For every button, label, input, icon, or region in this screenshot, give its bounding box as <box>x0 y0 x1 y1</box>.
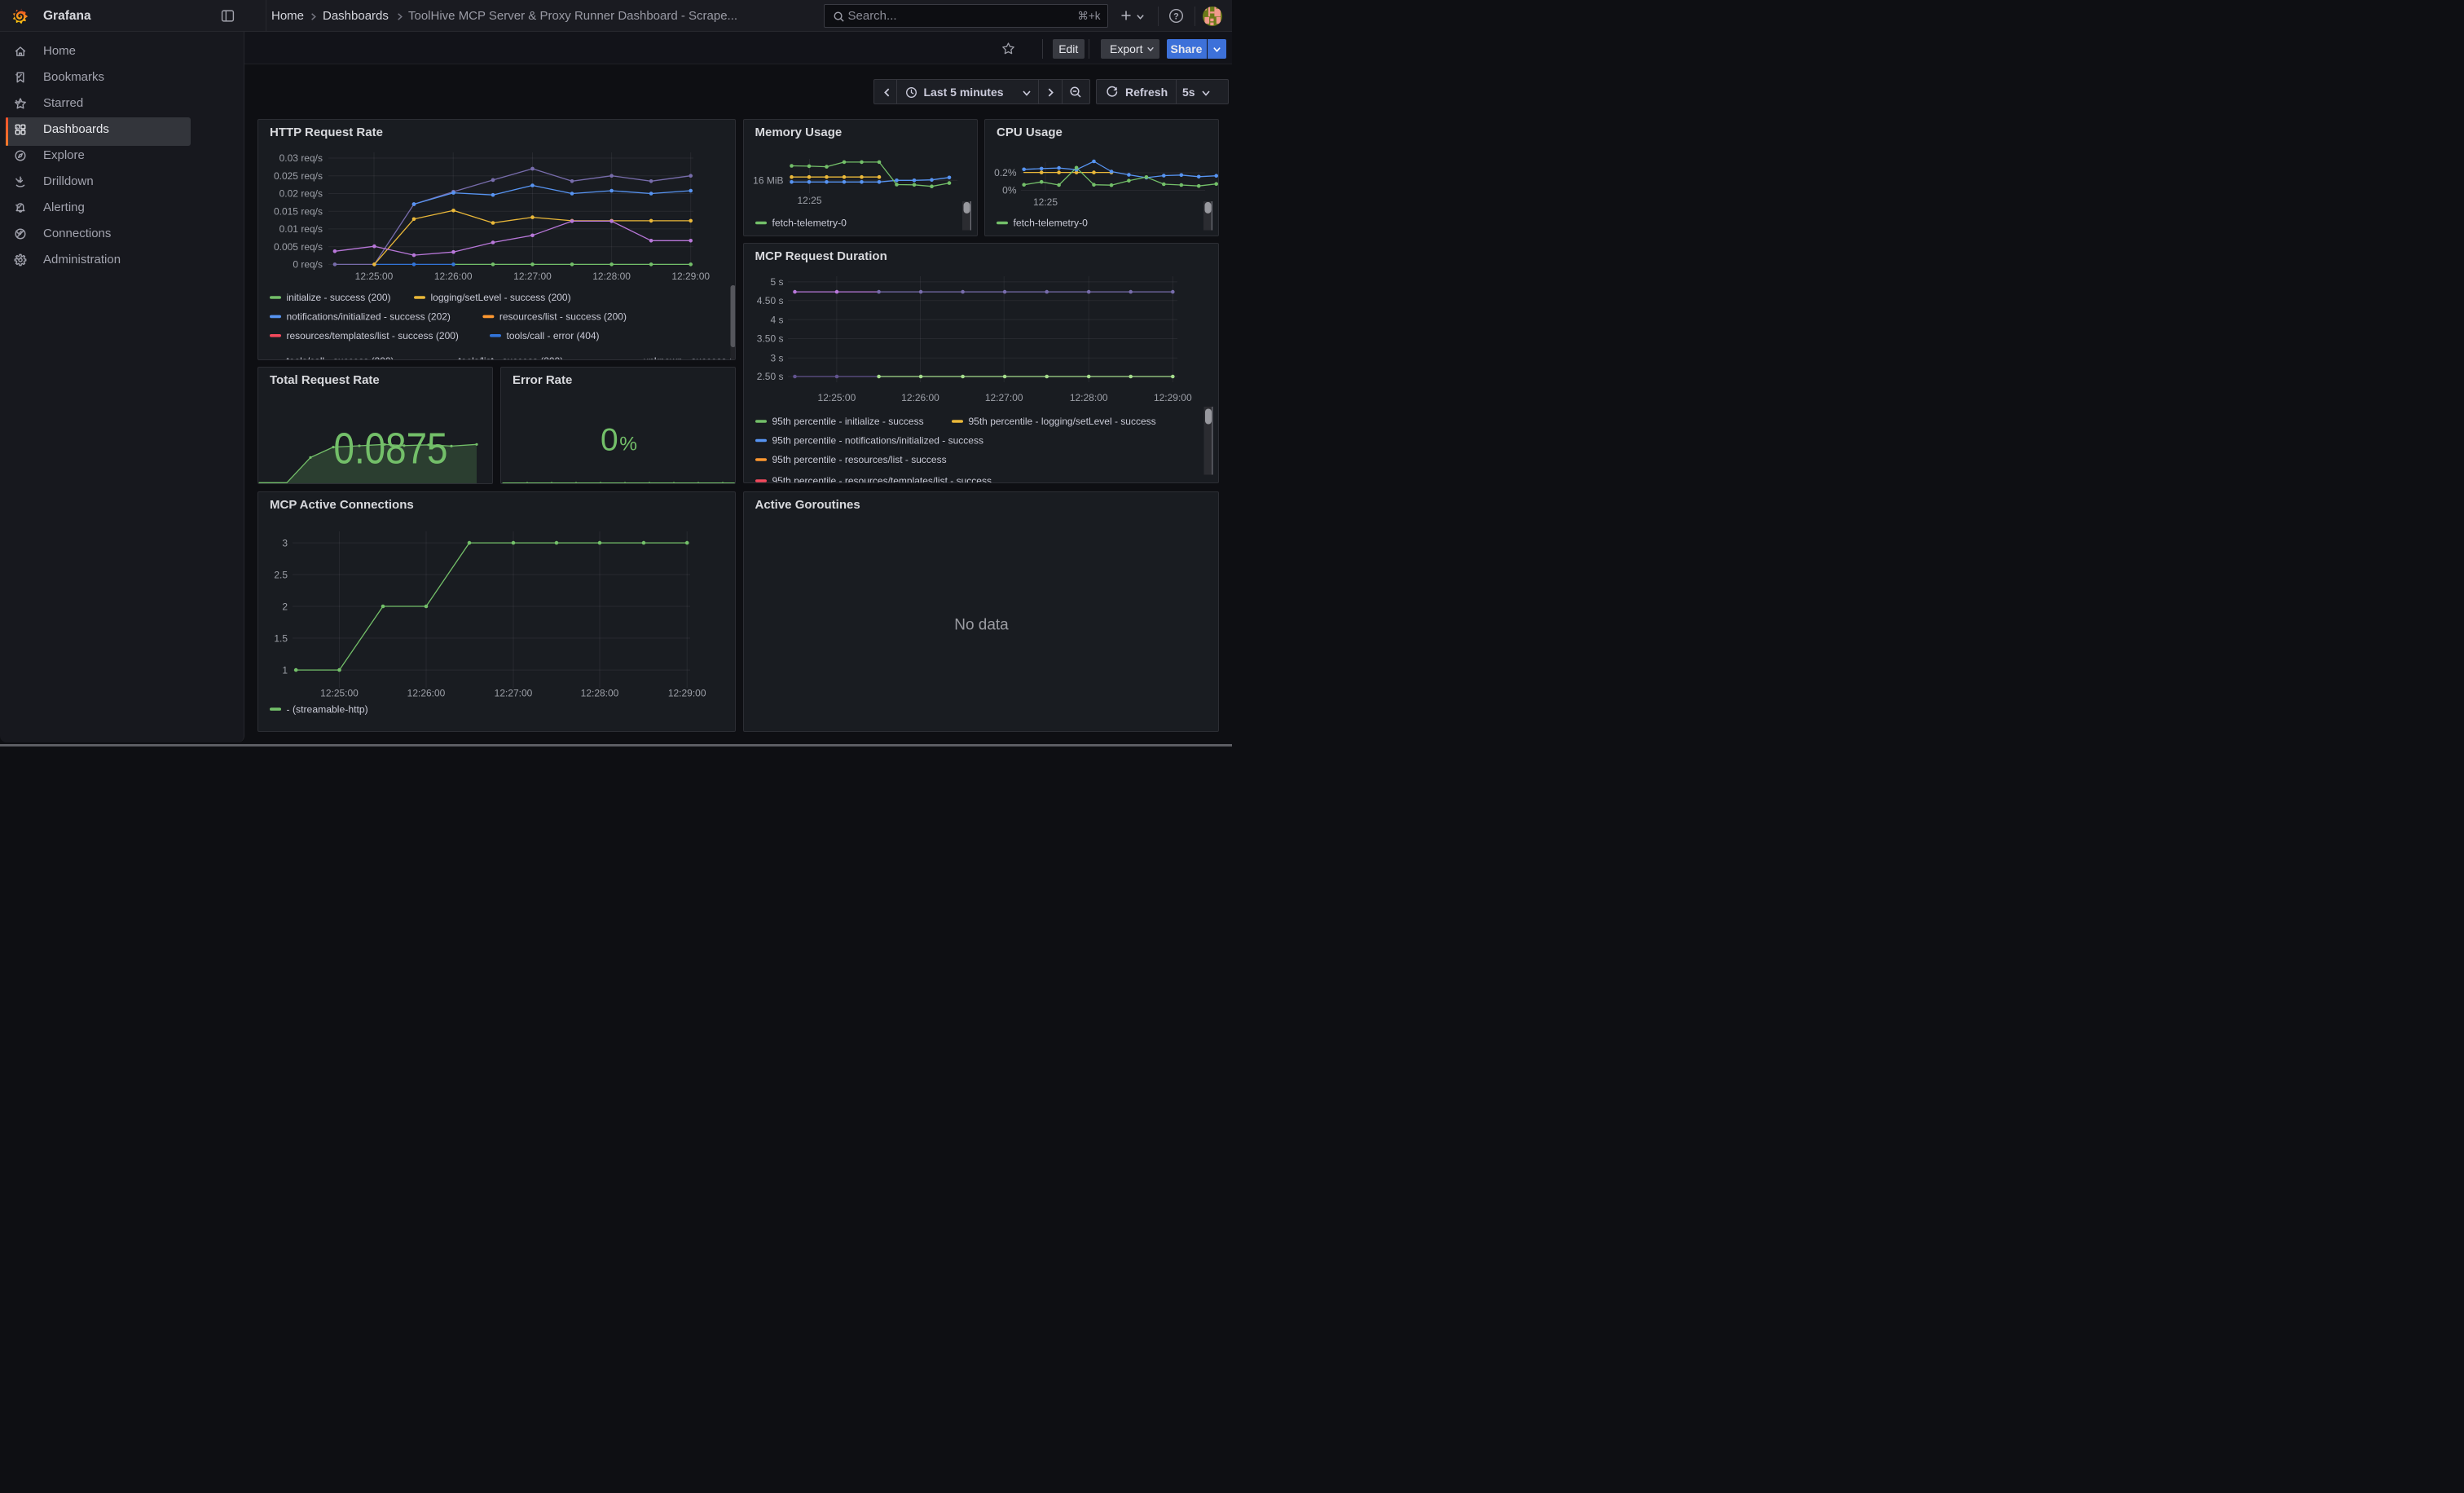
svg-text:0.01 req/s: 0.01 req/s <box>279 223 323 235</box>
svg-text:2.5: 2.5 <box>274 569 288 580</box>
svg-text:12:26:00: 12:26:00 <box>407 687 446 698</box>
svg-text:4 s: 4 s <box>770 315 783 326</box>
svg-text:12:25: 12:25 <box>1033 196 1058 208</box>
svg-text:95th percentile - logging/setL: 95th percentile - logging/setLevel - suc… <box>968 416 1155 427</box>
svg-text:logging/setLevel - success (20: logging/setLevel - success (200) <box>431 292 571 303</box>
svg-text:1: 1 <box>282 664 288 676</box>
svg-text:0.025 req/s: 0.025 req/s <box>274 170 323 182</box>
svg-text:fetch-telemetry-0: fetch-telemetry-0 <box>772 218 847 229</box>
svg-text:12:27:00: 12:27:00 <box>513 271 552 282</box>
svg-text:3.50 s: 3.50 s <box>756 333 783 345</box>
svg-text:12:25:00: 12:25:00 <box>355 271 394 282</box>
svg-text:12:25:00: 12:25:00 <box>817 392 856 403</box>
svg-text:resources/list - success (200): resources/list - success (200) <box>499 311 627 323</box>
svg-text:12:29:00: 12:29:00 <box>671 271 710 282</box>
svg-text:12:25: 12:25 <box>797 195 821 206</box>
svg-text:0.2%: 0.2% <box>994 167 1017 178</box>
svg-text:12:29:00: 12:29:00 <box>1153 392 1191 403</box>
svg-text:- (streamable-http): - (streamable-http) <box>287 703 368 715</box>
svg-text:0.02 req/s: 0.02 req/s <box>279 188 323 200</box>
svg-text:95th percentile - resources/li: 95th percentile - resources/list - succe… <box>772 454 946 465</box>
svg-text:0.03 req/s: 0.03 req/s <box>279 152 323 164</box>
svg-text:3 s: 3 s <box>770 353 783 364</box>
svg-text:tools/list - success (200): tools/list - success (200) <box>459 355 564 359</box>
svg-text:initialize - success (200): initialize - success (200) <box>287 292 391 303</box>
svg-text:0.0875: 0.0875 <box>334 425 448 473</box>
svg-text:12:26:00: 12:26:00 <box>434 271 473 282</box>
svg-text:4.50 s: 4.50 s <box>756 295 783 306</box>
svg-text:?: ? <box>1173 11 1179 21</box>
svg-text:12:28:00: 12:28:00 <box>592 271 631 282</box>
svg-text:12:28:00: 12:28:00 <box>1069 392 1107 403</box>
svg-text:12:27:00: 12:27:00 <box>984 392 1023 403</box>
svg-text:12:27:00: 12:27:00 <box>495 687 533 698</box>
svg-text:1.5: 1.5 <box>274 632 288 644</box>
svg-text:unknown - success (200): unknown - success (200) <box>644 355 737 359</box>
svg-text:16 MiB: 16 MiB <box>753 175 783 187</box>
svg-text:2: 2 <box>282 601 288 612</box>
svg-text:notifications/initialized - su: notifications/initialized - success (202… <box>287 311 451 323</box>
svg-text:95th percentile - initialize -: 95th percentile - initialize - success <box>772 416 923 427</box>
svg-text:12:28:00: 12:28:00 <box>581 687 619 698</box>
svg-text:No data: No data <box>954 616 1009 633</box>
svg-text:0.015 req/s: 0.015 req/s <box>274 205 323 217</box>
svg-text:12:25:00: 12:25:00 <box>320 687 359 698</box>
svg-text:tools/call - error (404): tools/call - error (404) <box>507 330 600 341</box>
svg-text:0.005 req/s: 0.005 req/s <box>274 241 323 253</box>
svg-text:2.50 s: 2.50 s <box>756 371 783 382</box>
svg-text:fetch-telemetry-0: fetch-telemetry-0 <box>1014 218 1089 229</box>
svg-text:tools/call - success (200): tools/call - success (200) <box>287 355 394 359</box>
svg-text:95th percentile - notification: 95th percentile - notifications/initiali… <box>772 435 983 447</box>
svg-text:5 s: 5 s <box>770 276 783 288</box>
svg-text:0 req/s: 0 req/s <box>293 259 323 271</box>
svg-text:resources/templates/list - suc: resources/templates/list - success (200) <box>287 330 459 341</box>
svg-text:0%: 0% <box>601 423 637 458</box>
svg-text:12:29:00: 12:29:00 <box>668 687 706 698</box>
svg-text:12:26:00: 12:26:00 <box>901 392 939 403</box>
svg-text:3: 3 <box>282 537 288 548</box>
svg-text:95th percentile - resources/te: 95th percentile - resources/templates/li… <box>772 475 991 482</box>
svg-text:0%: 0% <box>1002 185 1017 196</box>
